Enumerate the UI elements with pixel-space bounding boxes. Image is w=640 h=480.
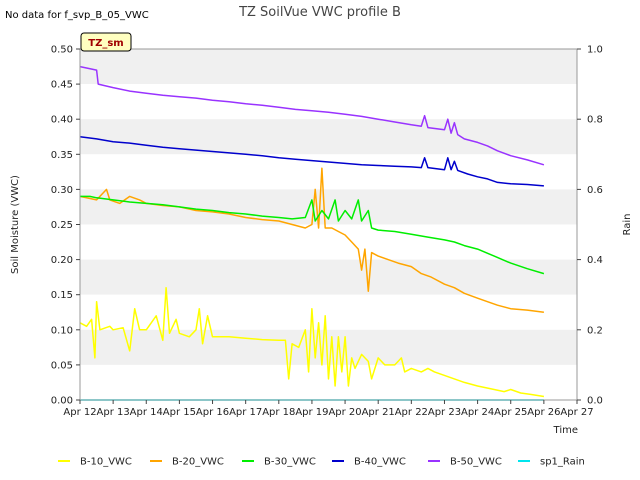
y2-tick-label: 0.0: [587, 396, 603, 407]
badge-box: [80, 32, 132, 52]
legend-label-b-30-vwc: B-30_VWC: [264, 457, 316, 468]
x-axis-title: Time: [553, 425, 578, 436]
y-tick-label: 0.05: [51, 360, 73, 371]
x-tick-label: Apr 19: [295, 407, 328, 418]
series-line-b-50-vwc: [79, 65, 545, 166]
y-tick-label: 0.30: [51, 185, 73, 196]
axes-layer: 0.00 0.05 0.10 0.15 0.20 0.25 0.30 0.35 0.40 0.45…: [51, 45, 603, 419]
grid-band: [80, 294, 577, 330]
grid-band: [80, 224, 577, 260]
legend-label-b-20-vwc: B-20_VWC: [172, 457, 224, 468]
series-line-b-30-vwc: [80, 195, 545, 275]
plot-background: [80, 49, 577, 400]
y-tick-label: 0.45: [51, 80, 73, 91]
grid-band: [80, 259, 577, 295]
y2-tick-label: 1.0: [587, 45, 603, 56]
x-tick-label: Apr 17: [229, 407, 262, 418]
y-tick-label: 0.25: [51, 220, 73, 231]
y-tick-label: 0.15: [51, 290, 73, 301]
grid-band: [80, 119, 577, 155]
x-tick-label: Apr 26: [527, 407, 560, 418]
x-tick-label: Apr 14: [130, 407, 163, 418]
y-axis-title: Soil Moisture (VWC): [10, 175, 21, 274]
y2-tick-label: 0.8: [587, 115, 603, 126]
y-tick-label: 0.10: [51, 325, 73, 336]
x-tick-label: Apr 21: [362, 407, 395, 418]
x-tick-label: Apr 12: [63, 407, 96, 418]
y-tick-label: 0.50: [51, 45, 73, 56]
site-badge: TZ_sm: [80, 32, 132, 52]
series-line-b-10-vwc: [79, 286, 545, 398]
x-tick-label: Apr 22: [395, 407, 428, 418]
x-tick-label: Apr 16: [196, 407, 229, 418]
x-tick-label: Apr 27: [560, 407, 593, 418]
x-tick-label: Apr 25: [494, 407, 527, 418]
y2-tick-label: 0.2: [587, 325, 603, 336]
legend-label-sp1-rain: sp1_Rain: [540, 457, 585, 468]
series-line-b-40-vwc: [79, 136, 544, 187]
x-tick-label: Apr 13: [97, 407, 130, 418]
x-tick-label: Apr 20: [328, 407, 361, 418]
x-tick-label: Apr 18: [262, 407, 295, 418]
legend: B-10_VWC B-20_VWC B-30_VWC B-40_VWC B-50_VWC…: [58, 457, 585, 468]
y-tick-label: 0.40: [51, 115, 73, 126]
y-tick-label: 0.20: [51, 255, 73, 266]
legend-label-b-40-vwc: B-40_VWC: [354, 457, 406, 468]
y2-tick-label: 0.4: [587, 255, 603, 266]
y2-tick-label: 0.6: [587, 185, 603, 196]
y2-axis-title: Rain: [622, 214, 633, 236]
x-tick-label: Apr 24: [461, 407, 494, 418]
grid-band: [80, 49, 577, 85]
y-tick-label: 0.00: [51, 396, 73, 407]
grid-band: [80, 84, 577, 120]
x-tick-label: Apr 15: [163, 407, 196, 418]
legend-label-b-10-vwc: B-10_VWC: [80, 457, 132, 468]
grid-band: [80, 154, 577, 190]
chart-title: TZ SoilVue VWC profile B: [238, 5, 401, 20]
y-tick-label: 0.35: [51, 150, 73, 161]
x-tick-label: Apr 23: [428, 407, 461, 418]
no-data-note: No data for f_svp_B_05_VWC: [5, 10, 149, 21]
grid-band: [80, 329, 577, 365]
badge-label: TZ_sm: [88, 38, 123, 49]
legend-label-b-50-vwc: B-50_VWC: [450, 457, 502, 468]
